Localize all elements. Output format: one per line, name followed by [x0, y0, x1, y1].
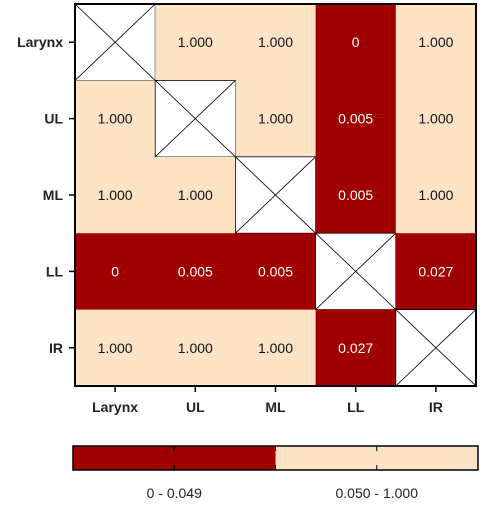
cell-value-label: 1.000 [178, 34, 213, 50]
axis-ticks [69, 41, 437, 392]
heatmap-cell [395, 233, 477, 311]
cell-value-label: 1.000 [258, 111, 293, 127]
heatmap-cell [155, 156, 236, 234]
cell-value-label: 1.000 [258, 340, 293, 356]
column-label: UL [186, 399, 205, 415]
heatmap-cell [155, 309, 236, 387]
heatmap-cell [315, 309, 397, 387]
column-labels: Larynx UL ML LL IR [92, 399, 443, 415]
heatmap-cell [75, 80, 156, 158]
cell-value-label: 0.027 [338, 340, 373, 356]
cell-value-label: 0.005 [178, 263, 213, 279]
column-label: ML [265, 399, 286, 415]
row-label: ML [43, 187, 64, 203]
cell-value-label: 0 [352, 34, 360, 50]
diagonal-crosses [74, 3, 477, 387]
row-label: Larynx [17, 34, 63, 50]
heatmap-cell [235, 80, 317, 158]
heatmap-cell [315, 4, 397, 81]
cell-value-label: 1.000 [98, 187, 133, 203]
heatmap-cell [315, 80, 397, 158]
heatmap-cell [395, 156, 477, 234]
legend-label: 0 - 0.049 [147, 485, 202, 501]
heatmap-cell [75, 233, 156, 311]
cell-value-label: 1.000 [418, 187, 453, 203]
row-label: IR [49, 340, 63, 356]
diagonal-cross-line [74, 3, 156, 81]
heatmap-cell [155, 4, 236, 81]
heatmap-cell [235, 4, 317, 81]
row-labels: Larynx UL ML LL IR [17, 34, 63, 356]
heatmap-cells: 1.000 1.000 0 1.000 1.000 1.000 0.005 1.000 1.00… [74, 3, 477, 387]
row-label: LL [46, 263, 64, 279]
cell-value-label: 0.005 [338, 187, 373, 203]
cell-value-label: 0 [111, 263, 119, 279]
cell-value-label: 0.005 [258, 263, 293, 279]
cell-value-label: 1.000 [258, 34, 293, 50]
column-label: IR [429, 399, 443, 415]
heatmap-cell [395, 4, 477, 81]
heatmap-cell [395, 80, 477, 158]
cell-value-label: 1.000 [98, 111, 133, 127]
legend: 0 - 0.049 0.050 - 1.000 [72, 445, 479, 501]
column-label: LL [347, 399, 365, 415]
column-label: Larynx [92, 399, 138, 415]
diagonal-cross-line [395, 309, 477, 387]
heatmap-cell [235, 309, 317, 387]
heatmap-cell [75, 309, 156, 387]
cell-value-label: 1.000 [98, 340, 133, 356]
cell-value-label: 0.005 [338, 111, 373, 127]
legend-label: 0.050 - 1.000 [335, 485, 418, 501]
cell-value-label: 0.027 [418, 263, 453, 279]
diagonal-cross-line [154, 80, 236, 158]
cell-value-label: 1.000 [418, 111, 453, 127]
heatmap-cell [235, 233, 317, 311]
cell-value-label: 1.000 [178, 340, 213, 356]
diagonal-cross-line [315, 232, 397, 310]
diagonal-cross-line [235, 156, 316, 234]
cell-value-label: 1.000 [178, 187, 213, 203]
cell-value-label: 1.000 [418, 34, 453, 50]
heatmap-cell [155, 233, 236, 311]
legend-frame [72, 445, 479, 471]
row-label: UL [44, 111, 63, 127]
heatmap-cell [75, 156, 156, 234]
heatmap-cell [315, 156, 397, 234]
